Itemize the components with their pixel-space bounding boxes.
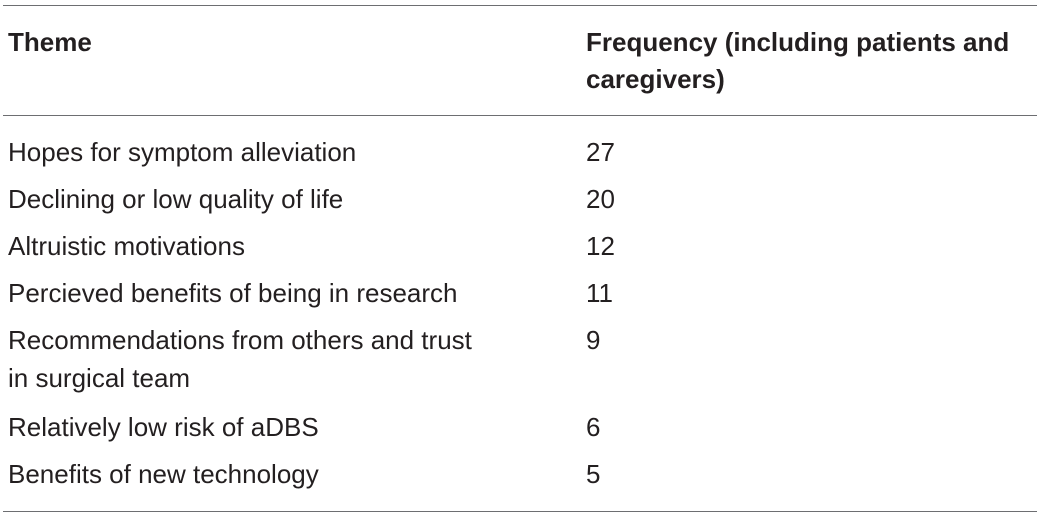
header-theme: Theme xyxy=(8,27,92,57)
table-row: Recommendations from others and trust in… xyxy=(3,319,1037,406)
frequency-cell: 12 xyxy=(586,231,615,261)
frequency-cell: 9 xyxy=(586,325,601,355)
table-body: Hopes for symptom alleviation 27 Declini… xyxy=(3,131,1037,500)
frequency-cell: 27 xyxy=(586,137,615,167)
theme-cell: Hopes for symptom alleviation xyxy=(8,137,357,167)
table-row: Benefits of new technology 5 xyxy=(3,453,1037,500)
table-header-row: Theme Frequency (including patients and … xyxy=(3,24,1037,104)
frequency-cell: 5 xyxy=(586,459,601,489)
theme-cell: Relatively low risk of aDBS xyxy=(8,412,319,442)
table-row: Percieved benefits of being in research … xyxy=(3,272,1037,319)
frequency-cell: 11 xyxy=(586,278,613,308)
frequency-cell: 6 xyxy=(586,412,601,442)
theme-cell: Altruistic motivations xyxy=(8,231,245,261)
theme-cell: Benefits of new technology xyxy=(8,459,319,489)
table-row: Hopes for symptom alleviation 27 xyxy=(3,131,1037,178)
table-bottom-rule xyxy=(3,511,1037,512)
frequency-cell: 20 xyxy=(586,184,615,214)
theme-cell: Percieved benefits of being in research xyxy=(8,278,458,308)
table-header-rule xyxy=(3,115,1037,116)
theme-cell: Declining or low quality of life xyxy=(8,184,344,214)
table-top-rule xyxy=(3,5,1037,6)
theme-cell: Recommendations from others and trust in… xyxy=(8,325,472,393)
header-frequency: Frequency (including patients and caregi… xyxy=(586,27,1010,94)
table-row: Declining or low quality of life 20 xyxy=(3,178,1037,225)
table-row: Relatively low risk of aDBS 6 xyxy=(3,406,1037,453)
table-row: Altruistic motivations 12 xyxy=(3,225,1037,272)
